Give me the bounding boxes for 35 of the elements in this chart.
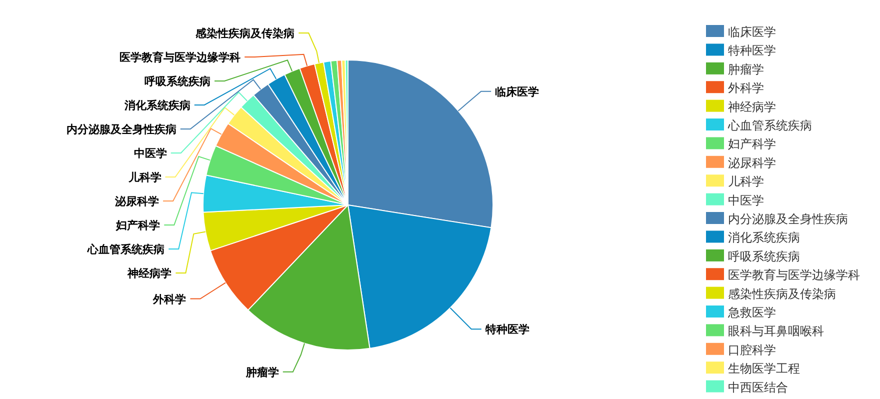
- slice-label: 感染性疾病及传染病: [194, 27, 295, 40]
- slice-label: 医学教育与医学边缘学科: [120, 51, 241, 64]
- slice-label: 儿科学: [127, 171, 162, 184]
- slice-label: 外科学: [152, 292, 186, 306]
- slice-label: 妇产科学: [115, 219, 160, 232]
- legend-label: 内分泌腺及全身性疾病: [728, 212, 848, 226]
- legend-label: 急救医学: [727, 306, 776, 320]
- slice-label: 泌尿科学: [114, 195, 160, 208]
- legend-label: 中医学: [728, 193, 764, 208]
- legend-label: 中西医结合: [728, 380, 788, 394]
- slice-label: 心血管系统疾病: [86, 243, 165, 256]
- legend-label: 消化系统疾病: [728, 230, 800, 245]
- slice-label: 临床医学: [495, 85, 540, 98]
- legend-label: 肿瘤学: [728, 62, 764, 76]
- slice-label: 呼吸系统疾病: [144, 75, 211, 88]
- legend-label: 临床医学: [728, 25, 776, 39]
- legend-label: 眼科与耳鼻咽喉科: [728, 324, 824, 338]
- legend-label: 泌尿科学: [728, 156, 776, 170]
- slice-label: 内分泌腺及全身性疾病: [66, 123, 176, 136]
- legend-label: 心血管系统疾病: [727, 118, 812, 132]
- legend-label: 口腔科学: [728, 342, 776, 357]
- slice-label: 中医学: [134, 147, 167, 160]
- legend-label: 特种医学: [728, 44, 776, 58]
- legend-label: 儿科学: [728, 174, 764, 189]
- slice-label: 肿瘤学: [244, 366, 279, 379]
- legend-label: 生物医学工程: [728, 362, 800, 376]
- legend-label: 神经病学: [728, 100, 776, 114]
- legend-label: 感染性疾病及传染病: [728, 286, 836, 301]
- legend-label: 外科学: [728, 81, 764, 96]
- legend-label: 呼吸系统疾病: [728, 249, 800, 264]
- slice-label: 神经病学: [126, 267, 172, 280]
- legend-label: 医学教育与医学边缘学科: [728, 268, 860, 282]
- slice-label: 消化系统疾病: [123, 99, 190, 112]
- legend-label: 妇产科学: [728, 137, 776, 152]
- slice-label: 特种医学: [484, 323, 530, 336]
